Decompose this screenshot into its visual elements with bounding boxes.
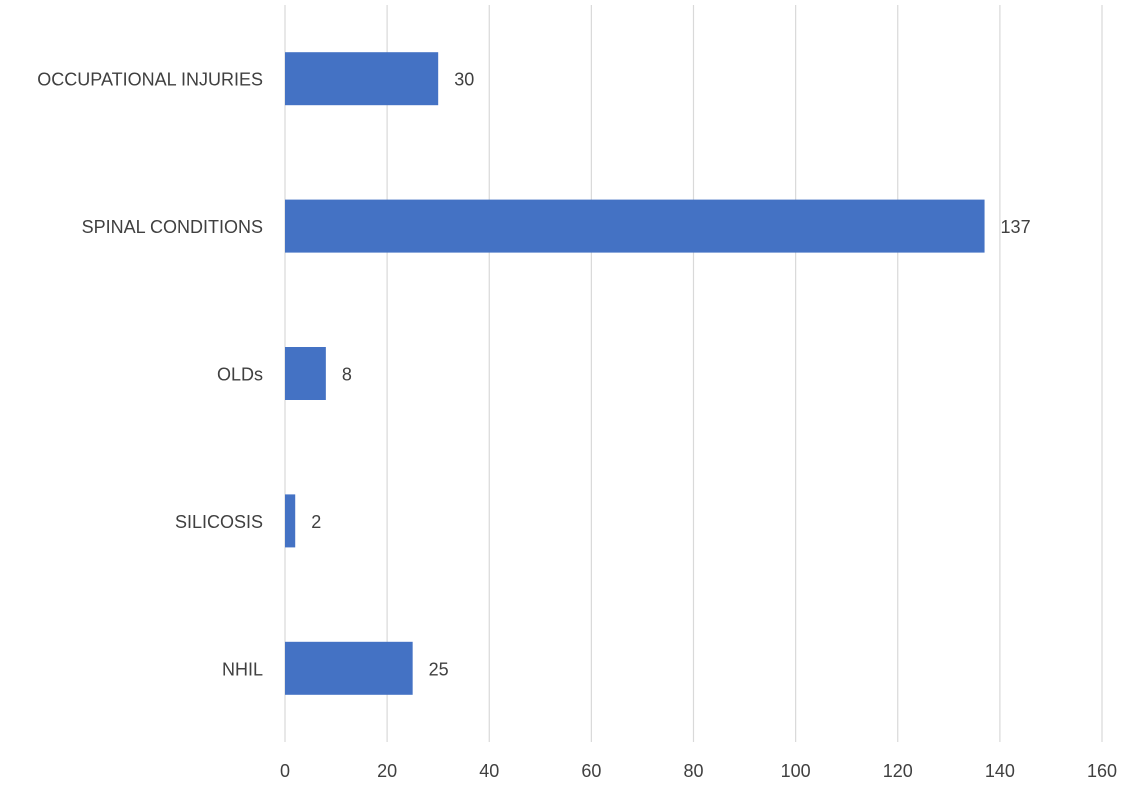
- data-label: 137: [1001, 217, 1031, 237]
- x-tick-label: 40: [479, 761, 499, 781]
- data-labels: 30 137 8 2 25: [311, 70, 1030, 680]
- category-label: SILICOSIS: [175, 512, 263, 532]
- category-label: OLDs: [217, 365, 263, 385]
- bar: [285, 199, 985, 253]
- bar: [285, 494, 296, 548]
- x-tick-label: 80: [683, 761, 703, 781]
- bars: [285, 52, 985, 695]
- data-label: 8: [342, 365, 352, 385]
- x-tick-label: 60: [581, 761, 601, 781]
- data-label: 30: [454, 70, 474, 90]
- x-tick-label: 0: [280, 761, 290, 781]
- category-label: NHIL: [222, 659, 263, 679]
- x-tick-label: 140: [985, 761, 1015, 781]
- bar: [285, 641, 413, 695]
- data-label: 2: [311, 512, 321, 532]
- x-tick-label: 120: [883, 761, 913, 781]
- bar: [285, 52, 439, 106]
- category-labels: OCCUPATIONAL INJURIES SPINAL CONDITIONS OL…: [37, 70, 263, 680]
- data-label: 25: [429, 659, 449, 679]
- category-label: SPINAL CONDITIONS: [82, 217, 263, 237]
- x-tick-label: 160: [1087, 761, 1117, 781]
- x-tick-label: 20: [377, 761, 397, 781]
- x-axis-tick-labels: 0 20 40 60 80 100 120 140 160: [280, 761, 1117, 781]
- gridlines: [284, 5, 1103, 742]
- x-tick-label: 100: [781, 761, 811, 781]
- category-label: OCCUPATIONAL INJURIES: [37, 70, 263, 90]
- bar: [285, 347, 326, 400]
